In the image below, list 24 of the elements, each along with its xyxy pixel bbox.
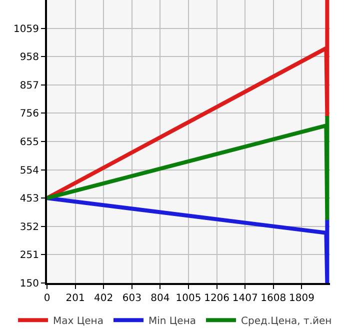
- y-tick-label: 857: [20, 80, 39, 92]
- x-tick-label: 402: [94, 293, 114, 304]
- legend-label: Сред.Цена, т.йен: [240, 316, 332, 328]
- x-tick-label: 1407: [232, 293, 258, 304]
- y-tick-label: 352: [20, 222, 39, 233]
- x-tick-label: 1608: [260, 293, 286, 304]
- y-tick-label: 1059: [14, 24, 39, 35]
- y-tick-label: 655: [20, 137, 39, 148]
- x-tick-label: 804: [150, 293, 170, 304]
- y-tick-label: 453: [20, 194, 39, 205]
- y-tick-label: 554: [20, 165, 39, 176]
- x-tick-label: 201: [66, 293, 85, 304]
- y-tick-label: 958: [20, 52, 39, 64]
- x-tick-label: 1809: [288, 293, 314, 304]
- y-tick-label: 150: [20, 278, 39, 290]
- x-tick-label: 1206: [204, 293, 230, 304]
- x-tick-label: 1005: [176, 293, 202, 304]
- x-tick-label: 603: [122, 293, 142, 304]
- line-series: [47, 114, 330, 220]
- x-tick-label: 0: [44, 293, 50, 304]
- legend-label: Min Цена: [148, 316, 196, 328]
- legend-label: Max Цена: [53, 316, 104, 328]
- y-tick-label: 756: [20, 108, 39, 120]
- y-tick-label: 251: [20, 250, 39, 262]
